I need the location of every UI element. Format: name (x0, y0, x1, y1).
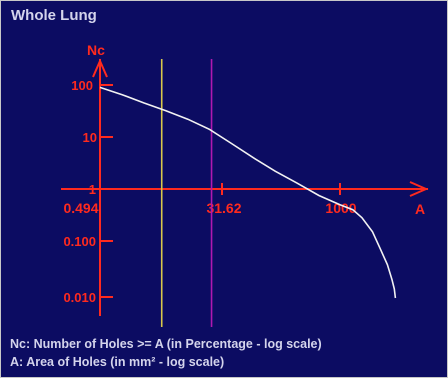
vertical-markers (160, 59, 213, 327)
y-tick-label: 100 (71, 78, 93, 93)
panel-title: Whole Lung (11, 7, 97, 24)
y-tick-labels: 100 10 1 0.100 0.010 (63, 78, 97, 305)
x-tick-label: 31.62 (206, 200, 241, 216)
x-tick-label: 1000 (325, 200, 356, 216)
y-axis-arrowhead (92, 58, 108, 78)
data-series (99, 86, 397, 299)
x-ticks (99, 183, 341, 195)
footer-line-1: Nc: Number of Holes >= A (in Percentage … (10, 337, 322, 351)
x-tick-label: 0.494 (63, 200, 98, 216)
footer-line-2: A: Area of Holes (in mm² - log scale) (10, 355, 225, 369)
y-tick-label: 1 (89, 182, 96, 197)
y-tick-label: 10 (83, 130, 97, 145)
y-tick-label: 0.100 (63, 234, 96, 249)
y-axis-label: Nc (87, 42, 105, 58)
x-axis-label: A (415, 201, 425, 217)
footer-legend: Nc: Number of Holes >= A (in Percentage … (10, 335, 322, 371)
series-line-1 (99, 86, 397, 299)
y-ticks (100, 84, 113, 298)
x-axis-arrowhead (409, 181, 429, 197)
y-tick-label: 0.010 (63, 290, 96, 305)
x-tick-labels: 0.494 31.62 1000 (63, 200, 356, 216)
